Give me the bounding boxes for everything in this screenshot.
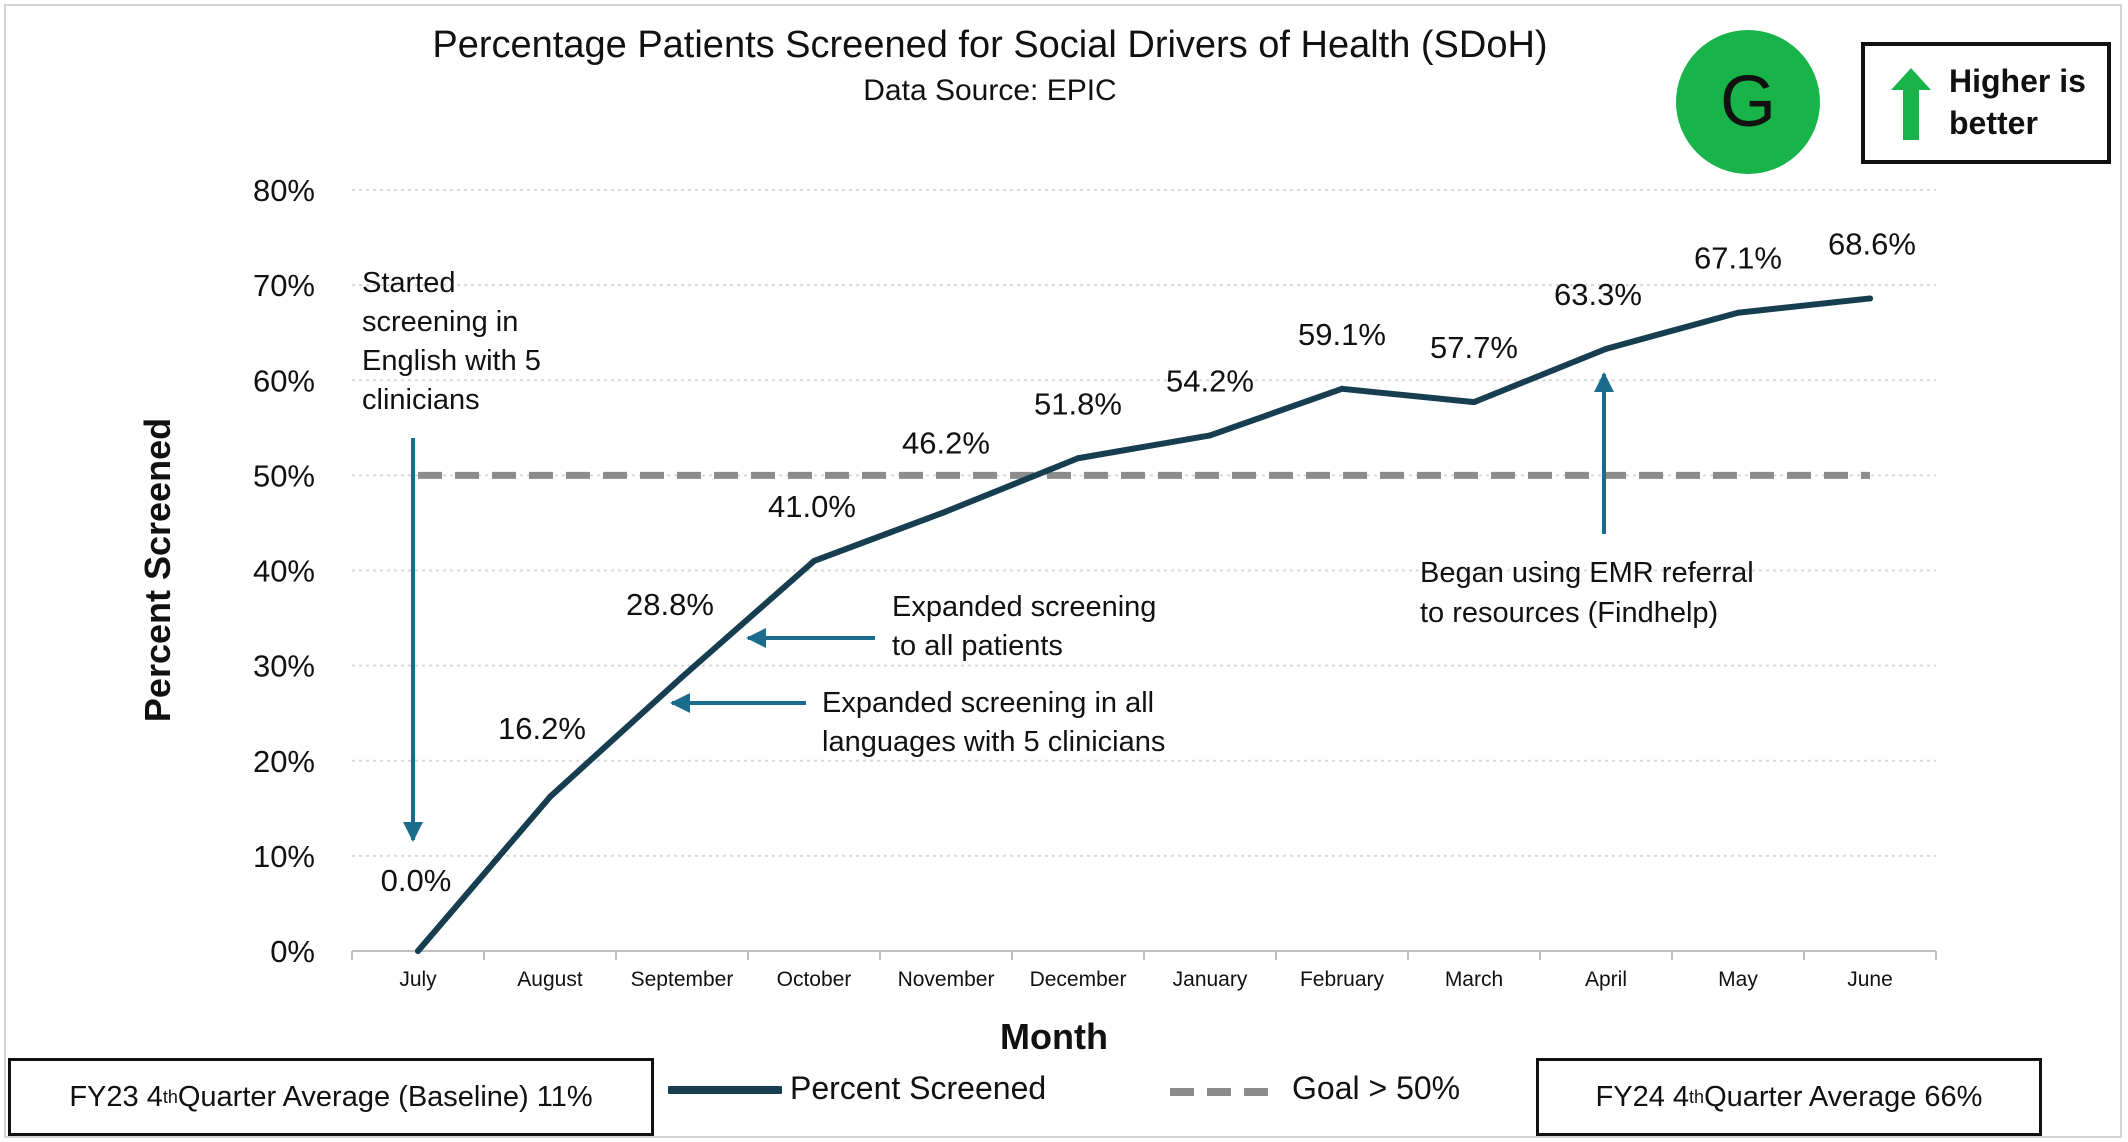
x-tick-label: July [399,968,437,991]
data-point [679,674,685,681]
y-tick-label: 50% [253,458,315,493]
x-tick-label: January [1173,968,1248,991]
y-tick-label: 60% [253,363,315,398]
data-label: 46.2% [902,426,990,461]
up-arrow-icon [1891,68,1931,140]
data-label: 28.8% [626,587,714,622]
data-point [811,557,817,564]
annotation-expanded-languages: languages with 5 clinicians [822,726,1165,758]
baseline-text-suffix: Quarter Average (Baseline) 11% [177,1080,593,1113]
current-text-sup: th [1689,1086,1705,1107]
data-point [1867,295,1873,302]
percent-screened-line [415,295,1873,954]
data-label: 59.1% [1298,317,1386,352]
data-point [1735,309,1741,316]
baseline-text-prefix: FY23 4 [69,1080,163,1113]
data-label: 41.0% [768,489,856,524]
data-label: 16.2% [498,711,586,746]
data-label: 51.8% [1034,386,1122,421]
annotation-started-screening: Started [362,267,456,299]
x-tick-label: December [1030,968,1127,991]
annotation-emr-referral: to resources (Findhelp) [1420,597,1718,629]
y-tick-label: 0% [270,934,315,969]
current-text-suffix: Quarter Average 66% [1704,1080,1983,1113]
direction-note-text: Higher is better [1949,60,2109,144]
x-tick-label: April [1585,968,1627,991]
x-tick-label: August [517,968,583,991]
direction-note-line: Higher is [1949,63,2086,99]
y-tick-label: 20% [253,744,315,779]
rating-badge: G [1676,30,1820,174]
data-label: 0.0% [381,863,452,898]
annotation-expanded-all-patients: Expanded screening [892,591,1156,623]
legend-label-percent-screened: Percent Screened [790,1070,1047,1106]
data-point [943,508,949,515]
legend-swatch-solid [668,1086,782,1094]
data-label: 54.2% [1166,363,1254,398]
y-tick-label: 70% [253,268,315,303]
data-point [1075,455,1081,462]
current-text-prefix: FY24 4 [1595,1080,1690,1113]
annotation-emr-referral: Began using EMR referral [1420,557,1754,589]
y-tick-label: 30% [253,649,315,684]
chart-subtitle: Data Source: EPIC [863,74,1117,107]
x-tick-label: November [898,968,995,991]
annotation-expanded-all-patients: to all patients [892,630,1063,662]
x-tick-label: September [631,968,734,991]
direction-note: Higher is better [1861,42,2111,164]
legend-swatch-dashed [1170,1088,1280,1096]
data-label: 67.1% [1694,241,1782,276]
data-point [1207,432,1213,439]
baseline-text-sup: th [162,1086,178,1107]
data-point [415,948,421,954]
x-tick-label: February [1300,968,1385,991]
annotation-expanded-languages: Expanded screening in all [822,687,1154,719]
chart-title: Percentage Patients Screened for Social … [432,24,1548,66]
x-axis-label: Month [1000,1016,1108,1057]
direction-note-line: better [1949,105,2038,141]
data-label: 63.3% [1554,277,1642,312]
data-point [547,793,553,800]
data-label: 68.6% [1828,226,1916,261]
rating-letter: G [1719,62,1776,142]
x-tick-label: June [1847,968,1893,991]
x-tick-label: March [1445,968,1503,991]
annotation-started-screening: clinicians [362,384,480,416]
legend-label-goal: Goal > 50% [1292,1070,1461,1106]
y-tick-label: 40% [253,554,315,589]
data-point [1339,385,1345,392]
annotation-started-screening: screening in [362,306,518,338]
data-point [1471,399,1477,406]
y-tick-label: 10% [253,839,315,874]
annotation-started-screening: English with 5 [362,345,541,377]
data-point [1603,345,1609,352]
data-label: 57.7% [1430,330,1518,365]
chart-frame [4,4,2122,1138]
y-tick-label: 80% [253,173,315,208]
x-tick-label: May [1718,968,1758,991]
x-tick-label: October [777,968,852,991]
